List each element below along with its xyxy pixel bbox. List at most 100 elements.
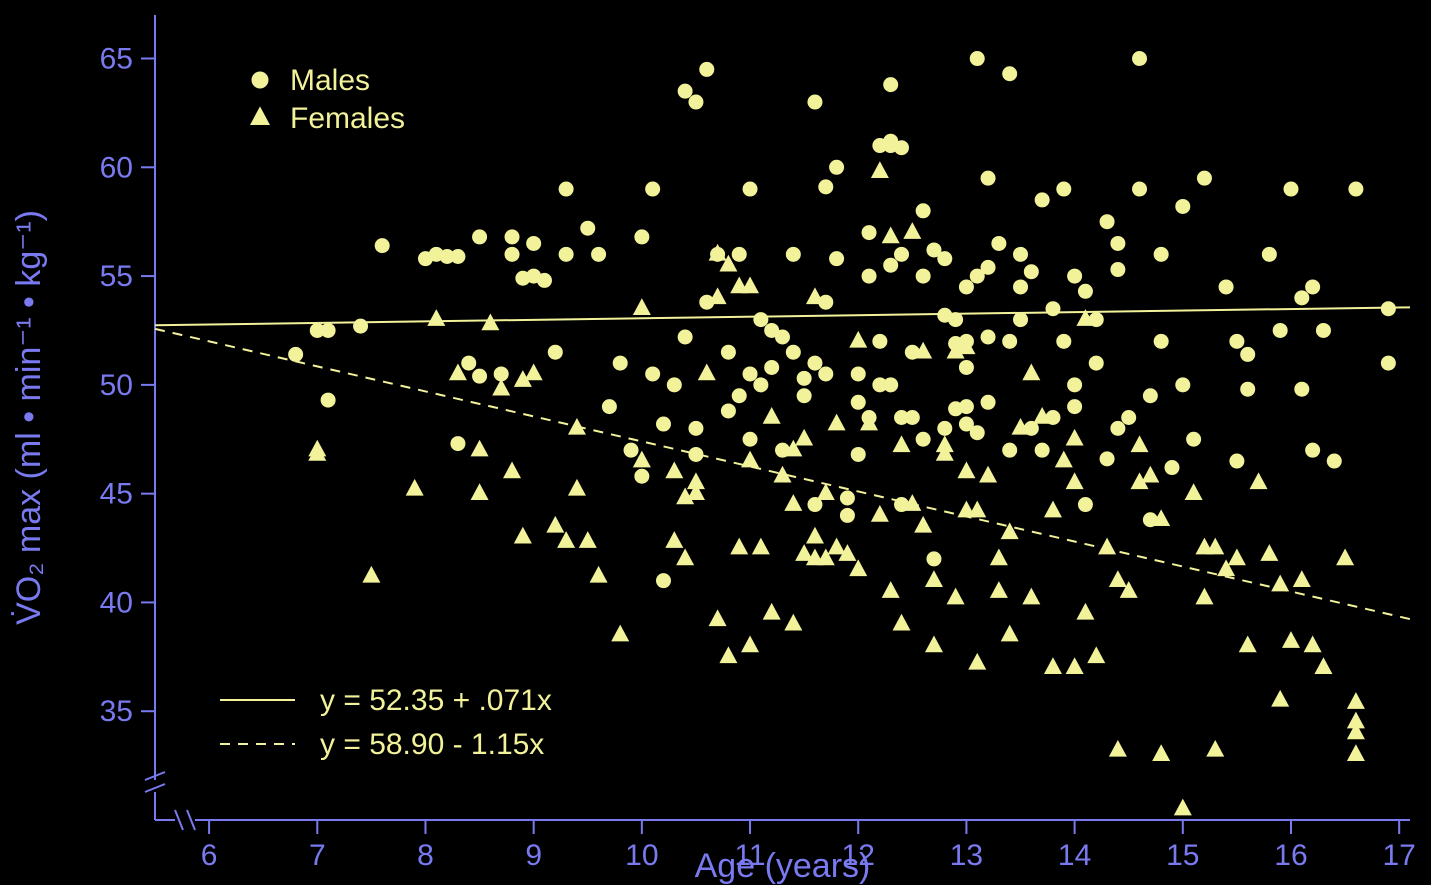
point-circle — [959, 279, 974, 294]
point-circle — [688, 447, 703, 462]
point-circle — [1067, 269, 1082, 284]
point-circle — [916, 203, 931, 218]
point-circle — [688, 421, 703, 436]
point-circle — [699, 62, 714, 77]
point-circle — [548, 345, 563, 360]
point-circle — [1067, 399, 1082, 414]
point-circle — [472, 229, 487, 244]
point-circle — [1327, 454, 1342, 469]
legend-label: Females — [290, 102, 405, 135]
point-circle — [613, 356, 628, 371]
point-circle — [1002, 443, 1017, 458]
equation-label: y = 58.90 - 1.15x — [320, 728, 544, 761]
point-circle — [959, 360, 974, 375]
point-circle — [678, 84, 693, 99]
point-circle — [1316, 323, 1331, 338]
point-circle — [721, 403, 736, 418]
point-circle — [559, 247, 574, 262]
point-circle — [818, 179, 833, 194]
x-tick-label: 15 — [1166, 839, 1199, 872]
point-circle — [743, 366, 758, 381]
point-circle — [1294, 382, 1309, 397]
point-circle — [775, 330, 790, 345]
point-circle — [1381, 301, 1396, 316]
point-circle — [1175, 199, 1190, 214]
point-circle — [678, 330, 693, 345]
y-tick-label: 35 — [100, 695, 133, 728]
point-circle — [645, 366, 660, 381]
point-circle — [991, 236, 1006, 251]
point-circle — [970, 425, 985, 440]
point-circle — [505, 229, 520, 244]
point-circle — [807, 95, 822, 110]
point-circle — [926, 551, 941, 566]
point-circle — [894, 140, 909, 155]
point-circle — [916, 432, 931, 447]
point-circle — [1110, 236, 1125, 251]
point-circle — [321, 393, 336, 408]
point-circle — [656, 573, 671, 588]
point-circle — [732, 247, 747, 262]
point-circle — [624, 443, 639, 458]
point-circle — [797, 371, 812, 386]
point-circle — [1219, 279, 1234, 294]
point-circle — [1283, 182, 1298, 197]
point-circle — [1078, 284, 1093, 299]
point-circle — [461, 356, 476, 371]
point-circle — [786, 345, 801, 360]
point-circle — [1154, 247, 1169, 262]
point-circle — [883, 77, 898, 92]
point-circle — [1100, 214, 1115, 229]
point-circle — [1229, 454, 1244, 469]
point-circle — [1110, 421, 1125, 436]
point-circle — [851, 395, 866, 410]
point-circle — [353, 319, 368, 334]
point-circle — [732, 388, 747, 403]
point-circle — [721, 345, 736, 360]
y-tick-label: 50 — [100, 369, 133, 402]
point-circle — [807, 356, 822, 371]
point-circle — [829, 251, 844, 266]
y-tick-label: 60 — [100, 151, 133, 184]
x-tick-label: 13 — [950, 839, 983, 872]
point-circle — [1273, 323, 1288, 338]
point-circle — [829, 160, 844, 175]
point-circle — [1132, 182, 1147, 197]
point-circle — [1045, 301, 1060, 316]
point-circle — [1121, 410, 1136, 425]
point-circle — [786, 247, 801, 262]
point-circle — [981, 171, 996, 186]
x-axis-label: Age (years) — [695, 847, 871, 885]
point-circle — [505, 247, 520, 262]
y-tick-label: 65 — [100, 43, 133, 76]
point-circle — [981, 395, 996, 410]
point-circle — [948, 312, 963, 327]
point-circle — [656, 417, 671, 432]
point-circle — [375, 238, 390, 253]
point-circle — [1294, 290, 1309, 305]
point-circle — [472, 369, 487, 384]
point-circle — [840, 508, 855, 523]
point-circle — [872, 334, 887, 349]
point-circle — [1067, 377, 1082, 392]
point-circle — [288, 347, 303, 362]
point-circle — [797, 388, 812, 403]
point-circle — [862, 269, 877, 284]
point-circle — [959, 399, 974, 414]
y-tick-label: 40 — [100, 586, 133, 619]
point-circle — [1381, 356, 1396, 371]
point-circle — [1229, 334, 1244, 349]
point-circle — [1056, 182, 1071, 197]
point-circle — [753, 377, 768, 392]
point-circle — [1002, 66, 1017, 81]
point-circle — [1013, 247, 1028, 262]
point-circle — [1078, 497, 1093, 512]
point-circle — [1348, 182, 1363, 197]
point-circle — [450, 436, 465, 451]
point-circle — [1024, 264, 1039, 279]
point-circle — [1089, 356, 1104, 371]
legend-label: Males — [290, 64, 370, 97]
point-circle — [537, 273, 552, 288]
x-tick-label: 17 — [1382, 839, 1415, 872]
x-tick-label: 6 — [201, 839, 218, 872]
